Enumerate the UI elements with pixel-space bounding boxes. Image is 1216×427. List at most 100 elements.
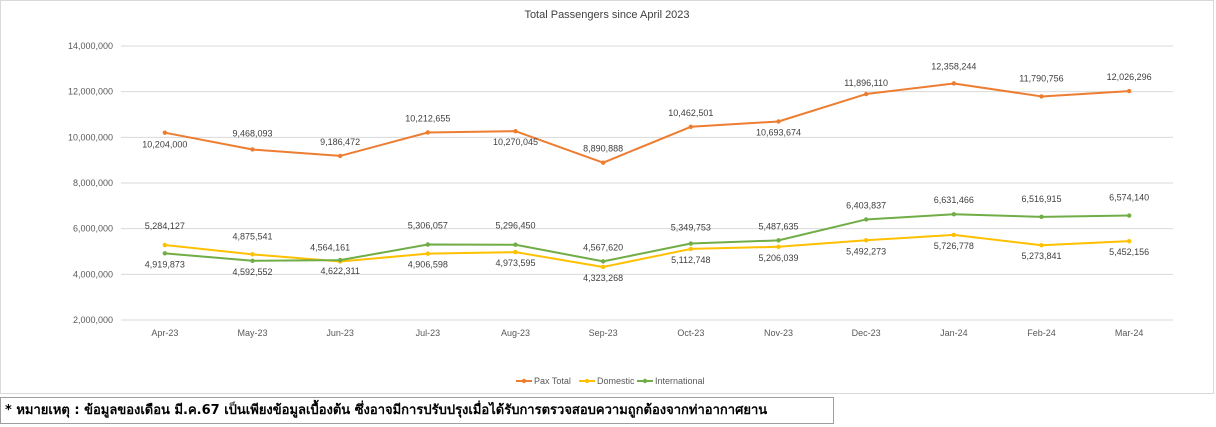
data-point	[863, 91, 869, 97]
data-label: 4,973,595	[495, 258, 535, 268]
data-point	[337, 153, 343, 159]
data-point	[425, 251, 431, 256]
y-tick-label: 2,000,000	[73, 315, 113, 325]
line-chart: Total Passengers since April 2023 2,000,…	[68, 9, 1173, 386]
data-label: 6,631,466	[934, 195, 974, 205]
x-tick-label: Jan-24	[940, 328, 968, 338]
data-label: 4,875,541	[232, 231, 272, 241]
data-label: 8,890,888	[583, 144, 623, 154]
data-label: 10,270,045	[493, 137, 538, 147]
x-axis-tick-labels: Apr-23 May-23 Jun-23 Jul-23 Aug-23 Sep-23 Oct-…	[151, 328, 1143, 338]
data-label: 5,273,841	[1021, 251, 1061, 261]
data-label: 6,403,837	[846, 200, 886, 210]
data-label: 4,592,552	[232, 267, 272, 277]
data-point	[863, 238, 869, 243]
y-axis-tick-labels: 2,000,000 4,000,000 6,000,000 8,000,000 10,0…	[68, 41, 113, 325]
series-lines	[162, 81, 1132, 270]
data-label: 6,574,140	[1109, 193, 1149, 203]
data-point	[600, 259, 606, 264]
chart-area: Total Passengers since April 2023 2,000,…	[0, 0, 1214, 394]
data-label: 5,349,753	[671, 223, 711, 233]
data-label: 10,462,501	[668, 108, 713, 118]
footnote: * หมายเหตุ : ข้อมูลของเดือน มี.ค.67 เป็น…	[0, 397, 834, 424]
legend-label: Domestic	[597, 376, 635, 386]
data-point	[162, 251, 168, 256]
x-tick-label: Apr-23	[151, 328, 178, 338]
y-tick-label: 10,000,000	[68, 132, 113, 142]
data-label: 4,919,873	[145, 259, 185, 269]
data-point	[776, 119, 781, 124]
data-label: 4,906,598	[408, 260, 448, 270]
data-point	[688, 246, 694, 252]
x-tick-label: Sep-23	[589, 328, 618, 338]
data-point	[600, 160, 606, 165]
data-point	[776, 244, 781, 249]
chart-title: Total Passengers since April 2023	[524, 9, 689, 21]
data-label: 5,284,127	[145, 221, 185, 231]
data-label: 10,204,000	[142, 140, 187, 150]
x-tick-label: Jun-23	[326, 328, 354, 338]
data-label: 10,693,674	[756, 127, 801, 137]
legend-label: International	[655, 376, 705, 386]
legend: Pax Total Domestic International	[516, 376, 705, 386]
data-point	[688, 241, 694, 246]
data-label: 4,323,268	[583, 273, 623, 283]
data-label: 5,492,273	[846, 246, 886, 256]
y-tick-label: 14,000,000	[68, 41, 113, 51]
series-line	[164, 82, 1130, 164]
data-label: 11,790,756	[1019, 73, 1063, 83]
data-label: 12,026,296	[1107, 72, 1152, 82]
data-point	[1126, 238, 1132, 244]
data-label: 5,206,039	[758, 253, 798, 263]
x-tick-label: Nov-23	[764, 328, 793, 338]
y-tick-label: 6,000,000	[73, 224, 113, 234]
data-point	[425, 242, 431, 247]
data-point	[776, 238, 781, 243]
data-point	[513, 128, 518, 134]
data-point	[1126, 213, 1132, 218]
data-labels: 10,204,000 9,468,093 9,186,472 10,212,655 10…	[142, 61, 1151, 282]
data-label: 5,306,057	[408, 221, 448, 231]
data-point	[250, 147, 255, 152]
gridlines	[121, 45, 1173, 321]
data-point	[600, 264, 606, 270]
data-label: 5,726,778	[934, 241, 974, 251]
data-point	[688, 124, 694, 129]
data-point	[425, 130, 431, 135]
x-tick-label: Dec-23	[852, 328, 881, 338]
data-point	[162, 130, 168, 135]
data-point	[951, 212, 957, 217]
data-point	[337, 257, 343, 263]
legend-label: Pax Total	[534, 376, 571, 386]
data-point	[250, 258, 255, 264]
x-tick-label: Jul-23	[416, 328, 441, 338]
data-point	[951, 232, 957, 238]
data-point	[513, 249, 518, 255]
data-label: 5,296,450	[495, 221, 535, 231]
data-label: 4,564,161	[310, 242, 350, 252]
data-point	[1039, 214, 1044, 220]
data-point	[162, 242, 168, 248]
data-label: 6,516,915	[1021, 194, 1061, 204]
data-point	[1039, 243, 1044, 248]
data-point	[1039, 94, 1044, 99]
data-point	[1126, 88, 1132, 94]
x-tick-label: Mar-24	[1115, 328, 1144, 338]
data-label: 10,212,655	[405, 113, 450, 123]
data-point	[951, 81, 957, 86]
x-tick-label: Feb-24	[1027, 328, 1056, 338]
data-label: 4,622,311	[320, 266, 359, 276]
x-tick-label: Aug-23	[501, 328, 530, 338]
data-label: 5,452,156	[1109, 247, 1149, 257]
data-label: 9,186,472	[320, 137, 360, 147]
legend-marker	[584, 378, 590, 384]
data-label: 12,358,244	[931, 61, 976, 71]
legend-marker	[521, 378, 527, 384]
data-label: 4,567,620	[583, 242, 623, 252]
data-label: 9,468,093	[232, 128, 272, 138]
data-point	[250, 252, 255, 257]
data-label: 11,896,110	[844, 78, 888, 88]
data-point	[513, 242, 518, 247]
series-line	[164, 213, 1130, 263]
data-label: 5,112,748	[671, 255, 710, 265]
